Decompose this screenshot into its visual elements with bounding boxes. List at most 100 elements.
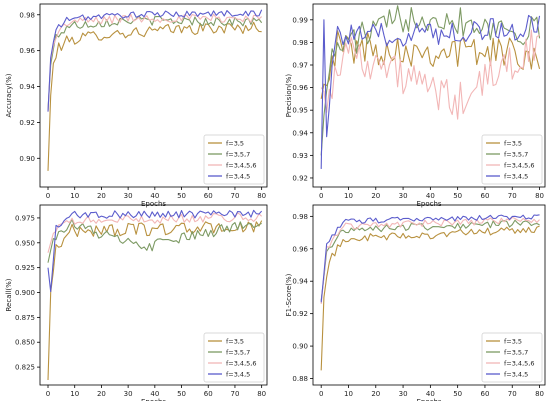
y-tick-label: 0.900 bbox=[15, 289, 35, 297]
x-tick-label: 20 bbox=[371, 192, 380, 200]
x-axis-label: Epochs bbox=[416, 200, 441, 208]
legend-label: f=3,4,5 bbox=[226, 371, 250, 379]
plot-frame bbox=[39, 204, 268, 386]
x-tick-label: 50 bbox=[453, 192, 462, 200]
y-tick-label: 0.98 bbox=[292, 213, 308, 221]
legend-label: f=3,5 bbox=[226, 140, 244, 148]
y-tick-label: 0.825 bbox=[15, 364, 35, 372]
x-tick-label: 40 bbox=[426, 192, 435, 200]
x-tick-label: 40 bbox=[150, 390, 159, 398]
legend-label: f=3,4,5 bbox=[226, 173, 250, 181]
legend-label: f=3,5,7 bbox=[504, 151, 528, 159]
series-line bbox=[47, 21, 262, 171]
legend-label: f=3,5 bbox=[504, 338, 522, 346]
y-tick-label: 0.94 bbox=[292, 278, 308, 286]
y-axis-label: Precision(%) bbox=[285, 74, 293, 118]
y-tick-label: 0.975 bbox=[15, 214, 35, 222]
x-tick-label: 80 bbox=[257, 192, 266, 200]
legend-label: f=3,5 bbox=[504, 140, 522, 148]
x-tick-label: 0 bbox=[46, 390, 50, 398]
series-line bbox=[47, 212, 263, 253]
y-tick-label: 0.92 bbox=[19, 119, 35, 127]
series-line bbox=[320, 225, 540, 371]
y-tick-label: 0.96 bbox=[292, 84, 308, 92]
x-tick-label: 10 bbox=[70, 192, 79, 200]
legend-box bbox=[203, 332, 265, 383]
x-tick-label: 0 bbox=[46, 192, 50, 200]
chart-panel: 0 10 20 30 40 50 60 70 80 0.825 0.850 0.875 0.900 0.9… bbox=[5, 204, 268, 401]
plot-frame bbox=[312, 204, 546, 386]
series-line bbox=[320, 30, 541, 99]
legend: f=3,5 f=3,5,7 f=3,4,5,6 f=3,4,5 bbox=[481, 134, 543, 185]
series-line bbox=[320, 216, 540, 304]
x-tick-label: 40 bbox=[426, 390, 435, 398]
y-tick-label: 0.94 bbox=[292, 129, 308, 137]
x-tick-label: 0 bbox=[319, 390, 323, 398]
x-tick-label: 60 bbox=[204, 390, 213, 398]
x-tick-label: 60 bbox=[204, 192, 213, 200]
x-tick-label: 70 bbox=[508, 192, 517, 200]
series-line bbox=[47, 15, 263, 110]
x-tick-label: 70 bbox=[230, 192, 239, 200]
x-tick-label: 50 bbox=[453, 390, 462, 398]
plot-frame bbox=[39, 3, 268, 188]
x-tick-label: 30 bbox=[124, 192, 133, 200]
legend-label: f=3,5,7 bbox=[504, 349, 528, 357]
y-tick-label: 0.92 bbox=[292, 174, 308, 182]
legend-box bbox=[203, 134, 265, 185]
y-tick-label: 0.95 bbox=[292, 107, 308, 115]
chart-panel: 0 10 20 30 40 50 60 70 80 0.88 0.90 0.92 0.94 0.96 0.9… bbox=[285, 204, 546, 401]
y-tick-label: 0.92 bbox=[292, 310, 308, 318]
legend-label: f=3,5,7 bbox=[226, 151, 250, 159]
x-tick-label: 80 bbox=[535, 390, 544, 398]
y-tick-label: 0.88 bbox=[292, 375, 308, 383]
x-tick-label: 10 bbox=[70, 390, 79, 398]
x-tick-label: 50 bbox=[177, 390, 186, 398]
y-tick-label: 0.93 bbox=[292, 152, 308, 160]
y-tick-label: 0.97 bbox=[292, 62, 308, 70]
x-tick-label: 70 bbox=[508, 390, 517, 398]
x-axis-label: Epochs bbox=[141, 398, 166, 401]
legend: f=3,5 f=3,5,7 f=3,4,5,6 f=3,4,5 bbox=[203, 332, 265, 383]
legend-label: f=3,4,5 bbox=[504, 173, 528, 181]
x-tick-label: 60 bbox=[480, 192, 489, 200]
x-axis-label: Epochs bbox=[141, 200, 166, 208]
y-tick-label: 0.90 bbox=[19, 155, 35, 163]
legend-label: f=3,4,5,6 bbox=[504, 360, 534, 368]
legend-label: f=3,4,5 bbox=[504, 371, 528, 379]
series-line bbox=[47, 218, 262, 263]
y-tick-label: 0.98 bbox=[292, 39, 308, 47]
y-tick-label: 0.96 bbox=[292, 245, 308, 253]
series-line bbox=[320, 219, 540, 301]
legend: f=3,5 f=3,5,7 f=3,4,5,6 f=3,4,5 bbox=[481, 332, 543, 383]
y-tick-label: 0.90 bbox=[292, 343, 308, 351]
x-tick-label: 30 bbox=[399, 390, 408, 398]
x-tick-label: 10 bbox=[344, 192, 353, 200]
x-tick-label: 20 bbox=[97, 390, 106, 398]
y-axis-label: Recall(%) bbox=[5, 278, 13, 311]
y-tick-label: 0.850 bbox=[15, 339, 35, 347]
chart-panel: 0 10 20 30 40 50 60 70 80 0.90 0.92 0.94 0.96 0.98 Epo… bbox=[5, 3, 268, 208]
x-tick-label: 80 bbox=[535, 192, 544, 200]
chart-panel: 0 10 20 30 40 50 60 70 80 0.92 0.93 0.94 0.95 0.96 0.9… bbox=[285, 3, 546, 208]
x-tick-label: 40 bbox=[150, 192, 159, 200]
legend: f=3,5 f=3,5,7 f=3,4,5,6 f=3,4,5 bbox=[203, 134, 265, 185]
x-tick-label: 60 bbox=[480, 390, 489, 398]
y-axis-label: Accuracy(%) bbox=[5, 73, 13, 117]
series-line bbox=[47, 9, 263, 112]
y-tick-label: 0.875 bbox=[15, 314, 35, 322]
x-axis-label: Epochs bbox=[416, 398, 441, 401]
series-line bbox=[320, 14, 541, 169]
legend-label: f=3,4,5,6 bbox=[504, 162, 534, 170]
y-tick-label: 0.96 bbox=[19, 47, 35, 55]
legend-label: f=3,4,5,6 bbox=[226, 162, 256, 170]
x-tick-label: 0 bbox=[319, 192, 323, 200]
legend-label: f=3,4,5,6 bbox=[226, 360, 256, 368]
x-tick-label: 30 bbox=[124, 390, 133, 398]
y-tick-label: 0.94 bbox=[19, 83, 35, 91]
series-line bbox=[47, 209, 263, 293]
series-line bbox=[47, 13, 263, 112]
legend-label: f=3,5,7 bbox=[226, 349, 250, 357]
legend-box bbox=[481, 134, 543, 185]
legend-box bbox=[481, 332, 543, 383]
